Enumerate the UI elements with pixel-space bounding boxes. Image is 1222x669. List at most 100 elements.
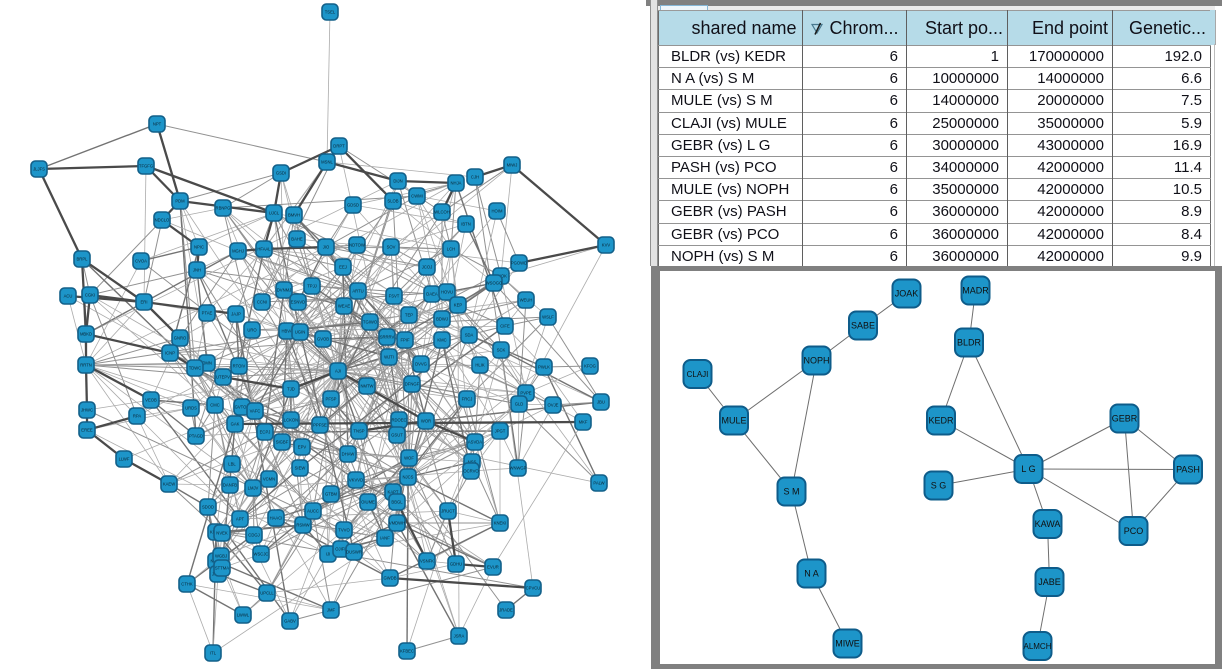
svg-text:TPJJ: TPJJ <box>307 284 317 289</box>
svg-text:GNRO: GNRO <box>174 336 187 341</box>
svg-text:VMDWH: VMDWH <box>389 521 405 526</box>
svg-text:WLCOH: WLCOH <box>434 210 450 215</box>
svg-text:UJCL: UJCL <box>269 211 280 216</box>
svg-text:JRUCT: JRUCT <box>441 509 455 514</box>
svg-text:HAACI: HAACI <box>270 516 283 521</box>
svg-text:CDGJ: CDGJ <box>248 533 259 538</box>
svg-text:JBU: JBU <box>597 400 605 405</box>
svg-text:WEUH: WEUH <box>520 298 533 303</box>
svg-text:DHAW: DHAW <box>342 452 355 457</box>
svg-text:BLDR: BLDR <box>957 338 982 348</box>
svg-text:SLOB: SLOB <box>387 199 398 204</box>
svg-text:RDOEC: RDOEC <box>391 418 406 423</box>
svg-text:PDM: PDM <box>175 199 185 204</box>
svg-text:JIO: JIO <box>323 245 330 250</box>
svg-text:CTHK: CTHK <box>181 582 193 587</box>
svg-text:LWWL: LWWL <box>237 613 250 618</box>
svg-text:VKVVD: VKVVD <box>349 478 363 483</box>
svg-text:GDSD: GDSD <box>347 203 359 208</box>
svg-text:HOIM: HOIM <box>492 209 503 214</box>
svg-text:TFGFG: TFGFG <box>139 164 153 169</box>
svg-text:AUCC: AUCC <box>307 509 319 514</box>
svg-text:PVPE: PVPE <box>520 391 531 396</box>
svg-text:CIFE: CIFE <box>500 324 510 329</box>
svg-text:CVOA: CVOA <box>135 259 147 264</box>
svg-text:GVOB: GVOB <box>317 337 329 342</box>
svg-text:N A: N A <box>804 569 819 579</box>
svg-text:JAJP: JAJP <box>231 312 241 317</box>
svg-text:KAWA: KAWA <box>1035 519 1061 529</box>
svg-text:VEOB: VEOB <box>145 398 157 403</box>
svg-text:S M: S M <box>783 487 799 497</box>
svg-text:OVJE: OVJE <box>548 403 559 408</box>
svg-text:HFAAL: HFAAL <box>257 247 271 252</box>
svg-text:TEP: TEP <box>405 313 413 318</box>
svg-text:PGOWD: PGOWD <box>511 261 527 266</box>
svg-text:EVUR: EVUR <box>487 565 499 570</box>
svg-text:TNSP: TNSP <box>353 429 364 434</box>
svg-text:CCNI: CCNI <box>257 300 267 305</box>
svg-text:VAFC: VAFC <box>250 409 261 414</box>
svg-text:JPGT: JPGT <box>495 429 506 434</box>
svg-text:ASVDA: ASVDA <box>468 440 482 445</box>
svg-text:MSNL: MSNL <box>321 160 333 165</box>
svg-text:DANFB: DANFB <box>223 483 237 488</box>
svg-text:DIJN: DIJN <box>393 179 402 184</box>
svg-text:APT: APT <box>236 517 245 522</box>
svg-text:EPV: EPV <box>298 445 307 450</box>
svg-text:NHJA: NHJA <box>451 181 462 186</box>
svg-text:PPFSE: PPFSE <box>313 423 327 428</box>
svg-text:KNEKI: KNEKI <box>494 521 507 526</box>
svg-text:DVVG: DVVG <box>415 362 427 367</box>
svg-text:LMJV: LMJV <box>248 486 259 491</box>
svg-text:BMVH: BMVH <box>288 213 300 218</box>
svg-text:MIWE: MIWE <box>835 639 860 649</box>
svg-text:L G: L G <box>1021 464 1035 474</box>
svg-text:GSUT: GSUT <box>391 433 403 438</box>
svg-text:ERI: ERI <box>141 300 148 305</box>
svg-text:UTEPV: UTEPV <box>216 375 230 380</box>
svg-text:TSEL: TSEL <box>325 10 336 15</box>
svg-text:RBNPG: RBNPG <box>216 206 231 211</box>
svg-text:S G: S G <box>931 481 947 491</box>
svg-text:GWDB: GWDB <box>383 576 396 581</box>
svg-text:LCKON: LCKON <box>284 418 298 423</box>
svg-text:ALMCH: ALMCH <box>1023 642 1051 651</box>
svg-text:MIWJ: MIWJ <box>507 163 518 168</box>
svg-text:RTOIV: RTOIV <box>233 364 246 369</box>
svg-text:MGHJ: MGHJ <box>232 249 244 254</box>
svg-text:ESNVD: ESNVD <box>291 300 305 305</box>
svg-text:HOVU: HOVU <box>441 290 453 295</box>
svg-text:WNWGP: WNWGP <box>510 466 527 471</box>
svg-text:GTBM: GTBM <box>325 492 338 497</box>
svg-text:JRADE: JRADE <box>499 608 513 613</box>
svg-text:IBTN: IBTN <box>461 222 471 227</box>
svg-text:KVV: KVV <box>602 243 611 248</box>
svg-text:UPCLL: UPCLL <box>260 591 274 596</box>
svg-text:TVVO: TVVO <box>338 528 350 533</box>
svg-text:DFNGF: DFNGF <box>405 382 420 387</box>
svg-text:WJTI: WJTI <box>384 355 394 360</box>
svg-text:JNH: JNH <box>193 268 201 273</box>
svg-text:KMC: KMC <box>437 338 446 343</box>
svg-text:NMTW: NMTW <box>360 384 373 389</box>
svg-text:JABE: JABE <box>1038 577 1061 587</box>
svg-text:KFBEC: KFBEC <box>400 649 414 654</box>
svg-text:JHWC: JHWC <box>81 408 93 413</box>
svg-text:NOPH: NOPH <box>803 356 829 366</box>
svg-text:DRPT: DRPT <box>333 144 345 149</box>
svg-text:WEAE: WEAE <box>338 304 351 309</box>
svg-text:JSRA: JSRA <box>454 634 465 639</box>
svg-text:KEDR: KEDR <box>928 416 954 426</box>
svg-text:WSOGO: WSOGO <box>486 281 503 286</box>
svg-text:NJCS: NJCS <box>403 475 414 480</box>
svg-text:JMF: JMF <box>327 608 336 613</box>
svg-text:DUSWR: DUSWR <box>346 550 362 555</box>
svg-text:SOV: SOV <box>387 245 396 250</box>
svg-text:BBGL: BBGL <box>391 500 403 505</box>
svg-text:PFSP: PFSP <box>326 397 337 402</box>
svg-text:NDTOW: NDTOW <box>349 243 365 248</box>
svg-text:TGIWO: TGIWO <box>363 320 378 325</box>
svg-text:BAHE: BAHE <box>291 237 303 242</box>
svg-text:TJD: TJD <box>287 387 295 392</box>
